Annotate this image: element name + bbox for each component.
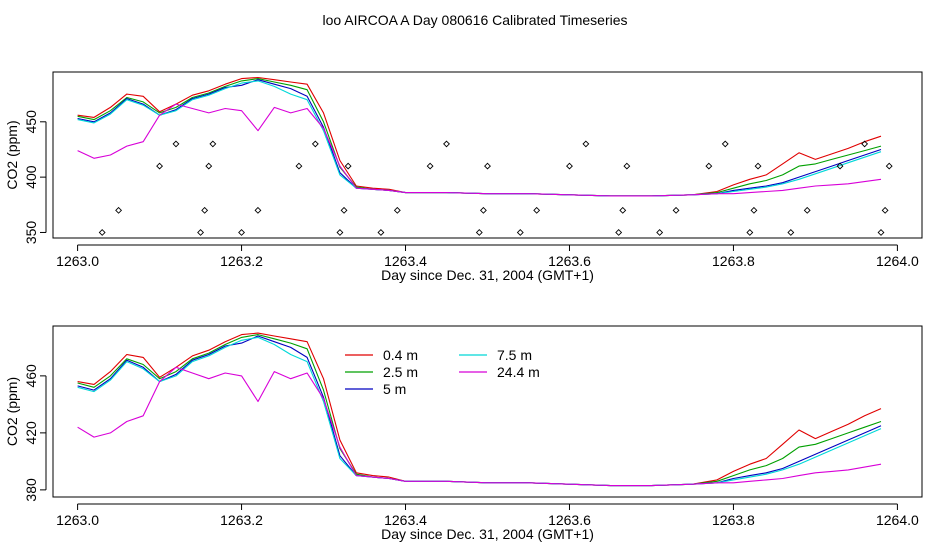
legend-label: 5 m bbox=[383, 381, 406, 397]
data-marker bbox=[516, 229, 524, 236]
legend-label: 7.5 m bbox=[497, 347, 532, 363]
data-marker bbox=[340, 206, 348, 214]
x-tick-label: 1263.8 bbox=[712, 253, 755, 269]
x-tick-label: 1263.2 bbox=[220, 253, 263, 269]
lower-panel: 1263.0 1263.2 1263.4 1263.6 1263.8 1264.0 Day … bbox=[4, 325, 923, 542]
y-tick-label: 400 bbox=[23, 165, 39, 189]
x-tick-label: 1263.0 bbox=[56, 253, 99, 269]
data-marker bbox=[672, 206, 680, 214]
legend-label: 2.5 m bbox=[383, 364, 418, 380]
data-marker bbox=[623, 162, 631, 170]
x-tick-label: 1263.0 bbox=[56, 512, 99, 528]
data-marker bbox=[377, 229, 385, 236]
data-marker bbox=[98, 229, 106, 236]
series-line-5 bbox=[77, 366, 882, 487]
legend-label: 0.4 m bbox=[383, 347, 418, 363]
series-line-3 bbox=[77, 335, 882, 487]
x-axis-label: Day since Dec. 31, 2004 (GMT+1) bbox=[381, 267, 594, 283]
data-marker bbox=[344, 162, 352, 170]
data-marker bbox=[393, 206, 401, 214]
series-line-5 bbox=[77, 103, 882, 197]
data-marker bbox=[479, 206, 487, 214]
data-marker bbox=[484, 162, 491, 170]
data-marker bbox=[197, 229, 205, 236]
series-line-4 bbox=[77, 336, 882, 487]
data-marker bbox=[311, 140, 319, 148]
data-marker bbox=[238, 229, 245, 236]
series-line-4 bbox=[77, 80, 882, 197]
data-marker bbox=[754, 162, 762, 170]
data-marker bbox=[295, 162, 303, 170]
x-axis-label: Day since Dec. 31, 2004 (GMT+1) bbox=[381, 526, 594, 542]
data-marker bbox=[750, 206, 758, 214]
upper-panel: 1263.0 1263.2 1263.4 1263.6 1263.8 1264.0 Day … bbox=[4, 71, 923, 283]
data-marker bbox=[336, 229, 344, 236]
data-marker bbox=[705, 162, 713, 170]
data-marker bbox=[201, 206, 209, 214]
data-marker bbox=[115, 206, 123, 214]
data-marker bbox=[836, 162, 844, 170]
data-marker bbox=[172, 140, 180, 148]
y-tick-label: 460 bbox=[23, 364, 39, 388]
x-tick-label: 1264.0 bbox=[876, 512, 919, 528]
data-marker bbox=[443, 140, 450, 148]
series-line-2 bbox=[77, 78, 882, 197]
data-marker bbox=[619, 206, 627, 214]
plot-frame bbox=[52, 325, 923, 498]
data-marker bbox=[426, 162, 434, 170]
series-line-2 bbox=[77, 334, 882, 487]
data-marker bbox=[746, 229, 754, 236]
series-line-1 bbox=[77, 332, 882, 487]
series-line-1 bbox=[77, 76, 882, 197]
data-marker bbox=[533, 206, 541, 214]
data-marker bbox=[787, 229, 795, 236]
data-marker bbox=[566, 162, 573, 170]
data-marker bbox=[254, 206, 262, 214]
data-marker bbox=[205, 162, 213, 170]
data-marker bbox=[885, 162, 893, 170]
x-tick-label: 1263.8 bbox=[712, 512, 755, 528]
x-tick-label: 1264.0 bbox=[876, 253, 919, 269]
series-line-3 bbox=[77, 79, 882, 197]
data-marker bbox=[656, 229, 664, 236]
figure-title: loo AIRCOA A Day 080616 Calibrated Times… bbox=[322, 12, 627, 28]
data-marker bbox=[475, 229, 483, 236]
x-tick-label: 1263.6 bbox=[548, 512, 591, 528]
x-tick-label: 1263.4 bbox=[384, 253, 427, 269]
data-marker bbox=[881, 206, 889, 214]
y-axis-label: CO2 (ppm) bbox=[4, 120, 20, 189]
data-marker bbox=[803, 206, 811, 214]
y-tick-label: 420 bbox=[23, 421, 39, 445]
data-marker bbox=[721, 140, 729, 148]
x-tick-label: 1263.2 bbox=[220, 512, 263, 528]
legend-label: 24.4 m bbox=[497, 364, 540, 380]
data-marker bbox=[156, 162, 164, 170]
y-axis-label: CO2 (ppm) bbox=[4, 377, 20, 446]
data-marker bbox=[582, 140, 590, 148]
data-marker bbox=[209, 140, 217, 148]
x-tick-label: 1263.4 bbox=[384, 512, 427, 528]
data-marker bbox=[861, 140, 869, 148]
y-tick-label: 350 bbox=[23, 221, 39, 245]
y-tick-label: 380 bbox=[23, 478, 39, 502]
plot-frame bbox=[52, 71, 923, 239]
x-tick-label: 1263.6 bbox=[548, 253, 591, 269]
y-tick-label: 450 bbox=[23, 110, 39, 134]
data-marker bbox=[615, 229, 623, 236]
data-marker bbox=[877, 229, 885, 236]
